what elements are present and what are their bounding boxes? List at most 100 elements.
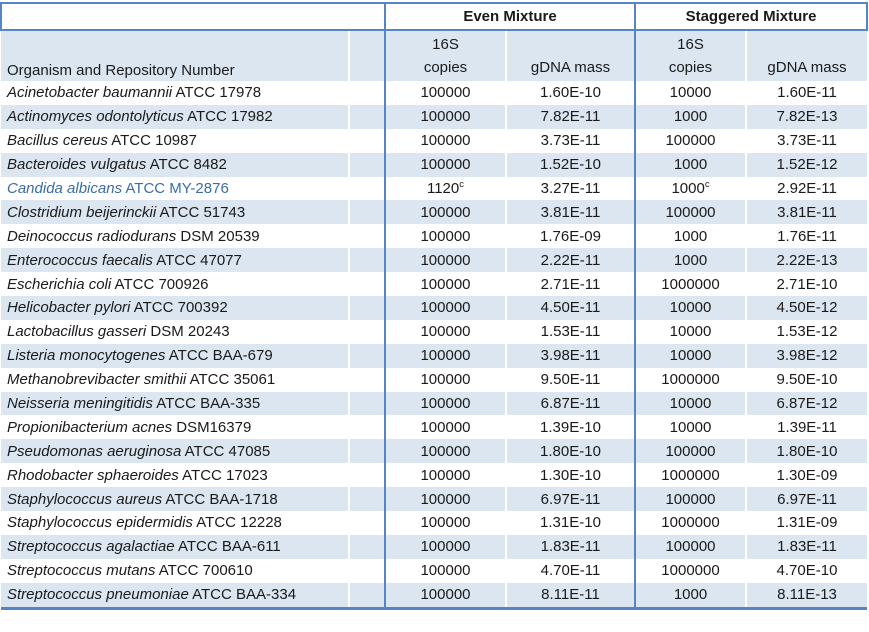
even-gdna-mass-cell: 7.82E-11 <box>505 104 635 129</box>
spacer-cell <box>348 224 385 249</box>
spacer-cell <box>348 487 385 512</box>
even-16s-copies-cell: 100000 <box>384 367 506 392</box>
even-16s-copies-cell: 100000 <box>384 152 506 177</box>
spacer-cell <box>348 176 385 201</box>
spacer-cell <box>348 319 385 344</box>
spacer-column-header <box>348 30 385 81</box>
even-copies-value: 100000 <box>420 490 471 508</box>
organism-name: Bacteroides vulgatus <box>7 156 147 174</box>
even-copies-value: 100000 <box>420 562 471 580</box>
organism-row: Streptococcus agalactiae ATCC BAA-611 10… <box>1 534 867 559</box>
staggered-copies-value: 10000 <box>669 84 712 102</box>
staggered-gdna-mass-cell: 1.30E-09 <box>745 463 867 488</box>
spacer-cell <box>348 391 385 416</box>
even-16s-copies-cell: 100000 <box>384 128 506 153</box>
even-copies-value: 100000 <box>420 347 471 365</box>
staggered-16s-copies-cell: 100000 <box>634 200 746 225</box>
even-gdna-mass-cell: 1.60E-10 <box>505 81 635 105</box>
staggered-copies-value: 100000 <box>665 442 716 460</box>
organism-name: Streptococcus mutans <box>7 562 156 580</box>
organism-row: Staphylococcus aureus ATCC BAA-1718 1000… <box>1 487 867 512</box>
organism-cell: Bacteroides vulgatus ATCC 8482 <box>1 152 349 177</box>
staggered-copies-footnote-marker: c <box>704 179 710 190</box>
spacer-cell <box>348 511 385 535</box>
even-16s-copies-cell: 100000 <box>384 463 506 488</box>
organism-cell: Escherichia coli ATCC 700926 <box>1 272 349 296</box>
organism-cell: Helicobacter pylori ATCC 700392 <box>1 296 349 320</box>
organism-row: Enterococcus faecalis ATCC 47077 100000 … <box>1 248 867 273</box>
organism-repository-id: ATCC 700392 <box>130 299 228 317</box>
staggered-16s-copies-cell: 100000 <box>634 487 746 512</box>
organism-name: Acinetobacter baumannii <box>7 84 173 102</box>
organism-repository-id: ATCC 51743 <box>156 203 246 221</box>
organism-cell: Pseudomonas aeruginosa ATCC 47085 <box>1 439 349 464</box>
organism-column-header: Organism and Repository Number <box>1 30 349 81</box>
staggered-copies-value: 10000 <box>669 299 712 317</box>
even-16s-label: 16S <box>432 36 459 53</box>
organism-repository-id: DSM16379 <box>172 418 252 436</box>
organism-repository-id: ATCC 35061 <box>186 371 276 389</box>
even-16s-copies-cell: 100000 <box>384 415 506 440</box>
organism-repository-id: ATCC 47085 <box>181 442 271 460</box>
staggered-copies-value: 1000 <box>673 108 708 126</box>
even-copies-value: 100000 <box>420 395 471 413</box>
even-copies-label: copies <box>423 59 468 76</box>
staggered-16s-copies-cell: 100000 <box>634 439 746 464</box>
organism-row: Listeria monocytogenes ATCC BAA-679 1000… <box>1 343 867 368</box>
staggered-gdna-mass-cell: 2.71E-10 <box>745 272 867 297</box>
organism-row: Acinetobacter baumannii ATCC 17978 10000… <box>1 81 867 105</box>
organism-cell: Streptococcus mutans ATCC 700610 <box>1 559 349 583</box>
even-16s-copies-cell: 100000 <box>384 558 506 583</box>
organism-name: Lactobacillus gasseri <box>7 323 147 341</box>
even-16s-copies-cell: 100000 <box>384 534 506 559</box>
even-gdna-mass-cell: 3.81E-11 <box>505 200 635 225</box>
staggered-gdna-mass-cell: 1.60E-11 <box>745 81 867 105</box>
organism-repository-id: ATCC 700610 <box>155 562 253 580</box>
staggered-gdna-mass-cell: 3.81E-11 <box>745 200 867 225</box>
staggered-16s-copies-cell: 1000000 <box>634 511 746 535</box>
organism-name: Helicobacter pylori <box>7 299 131 317</box>
even-16s-copies-cell: 1120c <box>384 176 506 201</box>
staggered-gdna-mass-cell: 6.87E-12 <box>745 391 867 416</box>
even-gdna-mass-cell: 2.22E-11 <box>505 248 635 273</box>
staggered-16s-copies-cell: 1000 <box>634 104 746 129</box>
staggered-mixture-group-header: Staggered Mixture <box>635 2 868 31</box>
organism-repository-id: ATCC 17982 <box>183 108 273 126</box>
even-16s-copies-cell: 100000 <box>384 81 506 105</box>
organism-name: Rhodobacter sphaeroides <box>7 466 179 484</box>
staggered-16s-copies-cell: 10000 <box>634 415 746 440</box>
staggered-16s-copies-cell: 10000 <box>634 343 746 368</box>
even-gdna-mass-cell: 1.83E-11 <box>505 534 635 559</box>
organism-name: Staphylococcus epidermidis <box>7 514 193 532</box>
even-gdna-mass-header: gDNA mass <box>505 30 635 81</box>
even-mixture-group-header: Even Mixture <box>385 2 636 31</box>
even-16s-copies-cell: 100000 <box>384 200 506 225</box>
organism-row: Neisseria meningitidis ATCC BAA-335 1000… <box>1 391 867 416</box>
spacer-cell <box>348 248 385 273</box>
organism-cell: Staphylococcus epidermidis ATCC 12228 <box>1 511 349 535</box>
organism-row: Candida albicans ATCC MY-2876 1120c 3.27… <box>1 176 867 201</box>
staggered-16s-copies-cell: 1000000 <box>634 558 746 583</box>
staggered-gdna-mass-cell: 2.22E-13 <box>745 248 867 273</box>
staggered-copies-value: 1000000 <box>661 562 720 580</box>
staggered-gdna-mass-cell: 6.97E-11 <box>745 487 867 512</box>
organism-repository-id: ATCC BAA-335 <box>152 395 261 413</box>
even-copies-value: 100000 <box>420 251 471 269</box>
even-16s-copies-cell: 100000 <box>384 391 506 416</box>
organism-cell: Candida albicans ATCC MY-2876 <box>1 177 349 201</box>
spacer-cell <box>348 582 385 610</box>
organism-cell: Clostridium beijerinckii ATCC 51743 <box>1 200 349 225</box>
staggered-gdna-mass-cell: 3.98E-12 <box>745 343 867 368</box>
even-16s-copies-cell: 100000 <box>384 343 506 368</box>
staggered-gdna-mass-cell: 1.53E-12 <box>745 319 867 344</box>
even-copies-value: 100000 <box>420 538 471 556</box>
staggered-copies-value: 100000 <box>665 538 716 556</box>
organism-repository-id: ATCC 10987 <box>107 132 197 150</box>
staggered-gdna-mass-cell: 1.83E-11 <box>745 534 867 559</box>
staggered-copies-value: 1000000 <box>661 466 720 484</box>
staggered-16s-copies-cell: 1000000 <box>634 272 746 297</box>
organism-repository-id: ATCC 47077 <box>152 251 242 269</box>
staggered-16s-copies-cell: 1000c <box>634 176 746 201</box>
organism-name: Deinococcus radiodurans <box>7 227 177 245</box>
spacer-cell <box>348 367 385 392</box>
